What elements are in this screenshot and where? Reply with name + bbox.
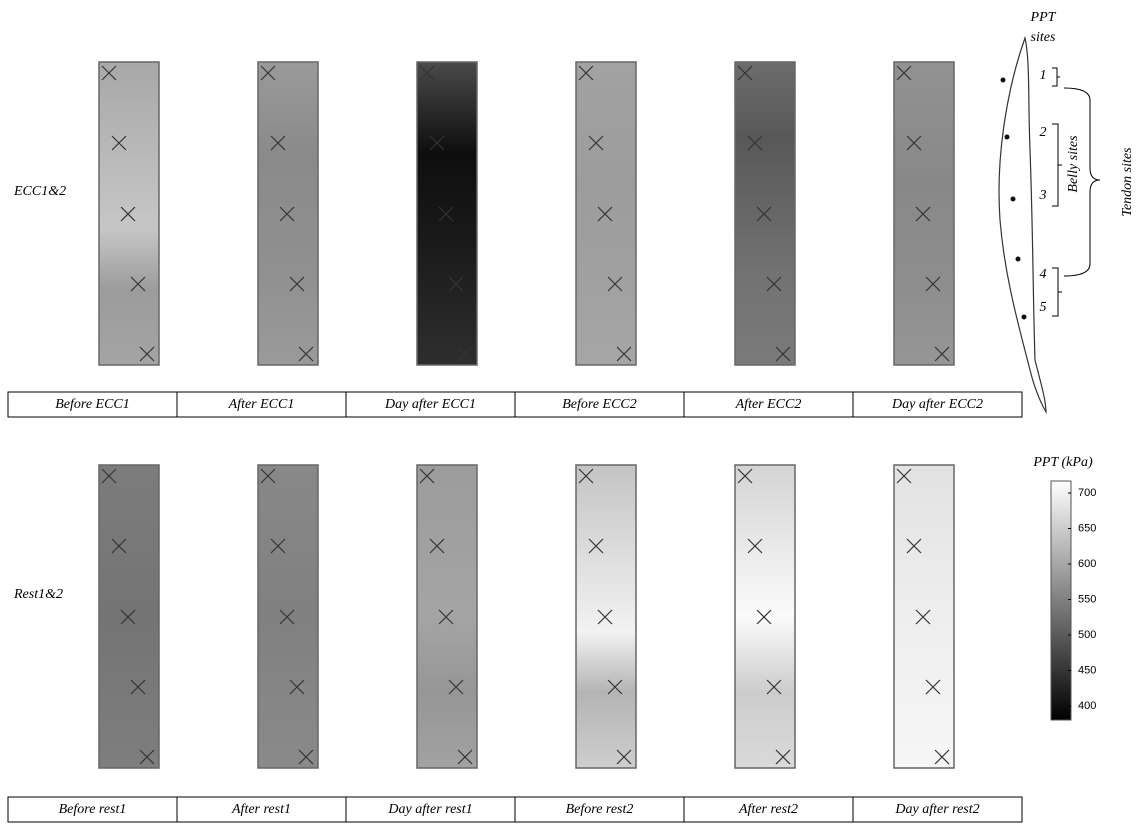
- column-label: Day after ECC1: [384, 397, 476, 412]
- site-dots: [1001, 78, 1027, 320]
- colorbar-tick-label: 450: [1078, 664, 1096, 676]
- column-label: Day after ECC2: [891, 397, 983, 412]
- column-label: Day after rest1: [387, 802, 472, 817]
- colorbar-tick-label: 500: [1078, 629, 1096, 641]
- row-label: ECC1&2: [13, 184, 66, 199]
- colorbar-tick-label: 550: [1078, 593, 1096, 605]
- colorbar-tick-label: 400: [1078, 700, 1096, 712]
- site-number: 1: [1040, 68, 1047, 83]
- colorbar-tick-label: 650: [1078, 522, 1096, 534]
- column-label: Before ECC2: [562, 397, 637, 412]
- column-label: After ECC1: [228, 397, 295, 412]
- column-label: Day after rest2: [894, 802, 979, 817]
- diagram-title: PPT: [1030, 10, 1057, 25]
- tendon-label: Tendon sites: [1120, 147, 1135, 217]
- site-number: 4: [1040, 267, 1047, 282]
- diagram-title: sites: [1031, 30, 1056, 45]
- column-label: Before ECC1: [55, 397, 130, 412]
- muscle-outline: [999, 38, 1046, 412]
- belly-label: Belly sites: [1066, 135, 1081, 193]
- column-label: After ECC2: [735, 397, 802, 412]
- column-label: After rest2: [738, 802, 798, 817]
- site-number: 3: [1039, 188, 1047, 203]
- column-label: Before rest2: [566, 802, 634, 817]
- site-number: 2: [1040, 125, 1047, 140]
- colorbar: [1051, 481, 1071, 720]
- colorbar-tick-label: 600: [1078, 558, 1096, 570]
- column-label: Before rest1: [59, 802, 127, 817]
- row-label: Rest1&2: [13, 587, 63, 602]
- site-number: 5: [1040, 300, 1047, 315]
- column-label: After rest1: [231, 802, 291, 817]
- figure: ECC1&2 Before ECC1 After ECC1 Day after ECC…: [0, 0, 1138, 828]
- colorbar-title: PPT (kPa): [1032, 455, 1093, 470]
- colorbar-tick-label: 700: [1078, 487, 1096, 499]
